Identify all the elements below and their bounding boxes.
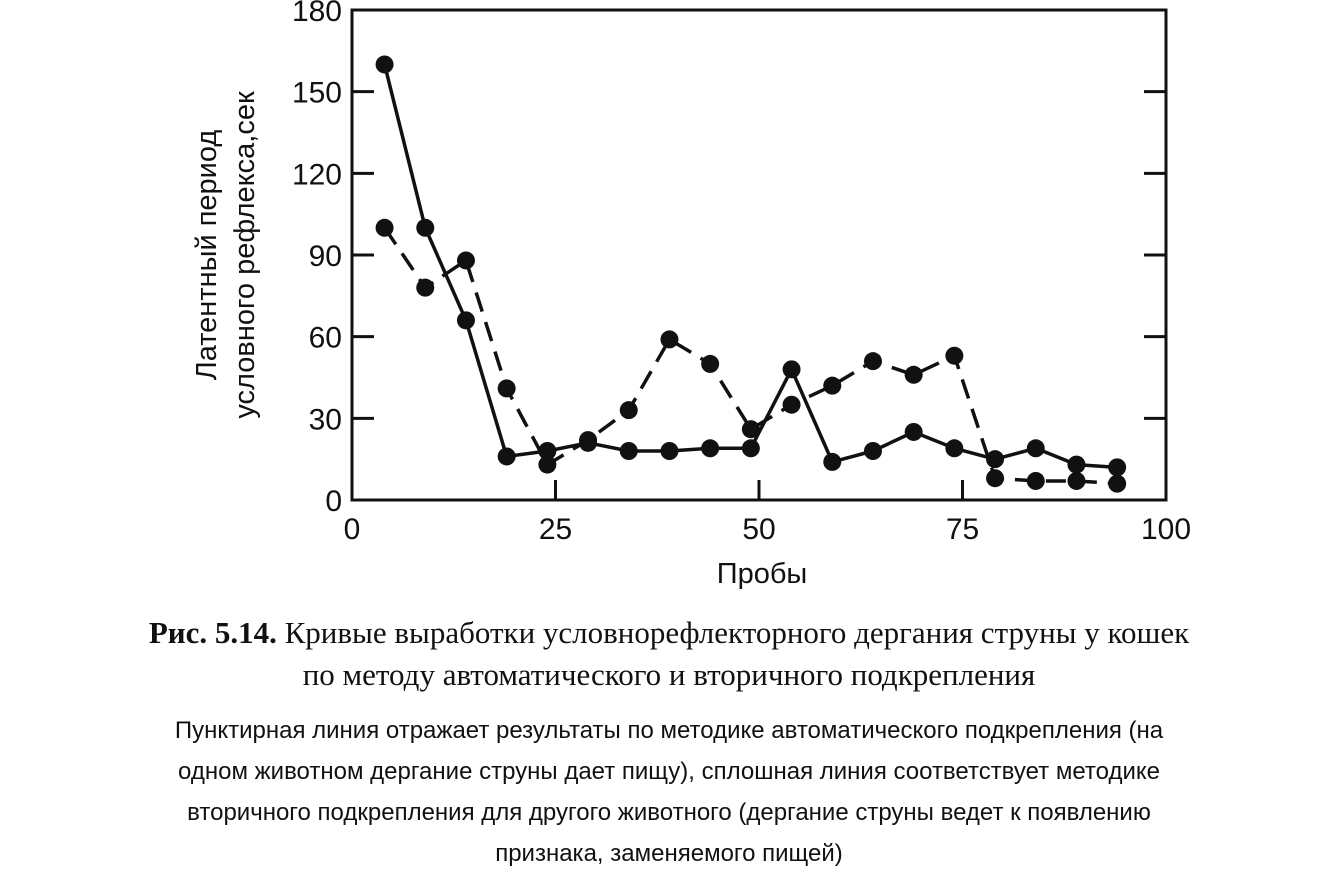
data-point [986,450,1005,469]
y-tick-label: 150 [292,77,342,110]
data-point [823,452,842,471]
series-line-solid [382,64,1118,470]
note-line-2: одном животном дергание струны дает пищу… [178,758,1160,785]
data-point [456,251,475,270]
data-point [579,433,598,452]
data-point [538,455,557,474]
data-point [1067,471,1086,490]
x-tick-label: 75 [946,513,979,546]
caption-title-line-2: по методу автоматического и вторичного п… [302,657,1036,692]
y-tick-label: 60 [309,322,342,355]
data-point [741,439,760,458]
data-point [945,346,964,365]
y-tick-label: 30 [309,403,342,436]
y-tick-label: 90 [309,240,342,273]
x-axis-ticks: 0 25 50 75 100 [344,480,1191,546]
series-layer [375,55,1127,493]
data-point [782,360,801,379]
x-tick-label: 100 [1141,513,1191,546]
data-point [863,442,882,460]
data-point [782,395,801,414]
y-tick-label: 0 [325,485,342,518]
data-point [904,422,923,441]
data-point [904,365,923,384]
caption-title-line-1: Рис. 5.14. Кривые выработки условнорефле… [0,612,1338,654]
data-point [538,442,557,460]
data-point [619,442,638,460]
figure-label: Рис. 5.14. [148,615,277,650]
data-point [375,55,394,74]
y-tick-label: 180 [292,0,342,28]
data-point [375,218,394,237]
data-point [416,218,435,237]
data-point [1108,458,1127,477]
data-point [945,439,964,458]
data-point [416,278,435,297]
data-point [986,469,1005,488]
figure-caption: Рис. 5.14. Кривые выработки условнорефле… [0,612,1338,696]
note-line-4: признака, заменяемого пищей) [495,840,843,867]
data-point [660,442,679,460]
y-axis-title-line-2: условного рефлекса,сек [229,91,261,419]
data-point [619,401,638,420]
note-line-1: Пунктирная линия отражает результаты по … [174,717,1164,744]
data-point [701,354,720,373]
data-point [863,352,882,371]
data-point [701,439,720,458]
line-chart: 0 30 60 90 120 150 180 0 25 50 75 100 Пробы Латент… [191,0,1191,590]
data-point [497,379,516,398]
y-axis-title: Латентный период условного рефлекса,сек [191,91,261,419]
data-point [1026,439,1045,458]
data-point [1108,474,1127,493]
data-point [1067,455,1086,474]
x-tick-label: 50 [742,513,775,546]
x-axis-title: Пробы [717,558,808,590]
y-axis-title-line-1: Латентный период [191,130,223,381]
data-point [823,376,842,395]
data-point [1026,471,1045,490]
data-point [456,311,475,330]
y-tick-label: 120 [292,158,342,191]
figure-note: Пунктирная линия отражает результаты по … [0,710,1338,874]
y-axis-ticks: 0 30 60 90 120 150 180 [292,0,1166,518]
x-tick-label: 25 [539,513,572,546]
data-point [741,420,760,439]
caption-title-text-1: Кривые выработки условнорефлекторного де… [284,615,1190,650]
data-point [660,330,679,349]
x-tick-label: 0 [344,513,361,546]
data-point [497,447,516,466]
note-line-3: вторичного подкрепления для другого живо… [187,799,1151,826]
series-solid [375,55,1127,477]
